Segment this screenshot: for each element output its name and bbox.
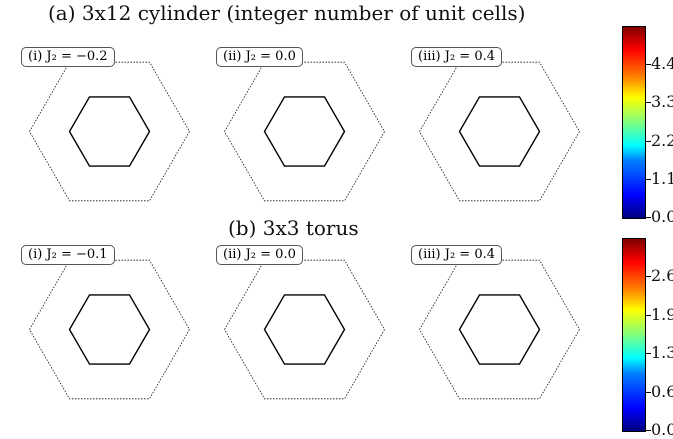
panel-label: (i) J₂ = −0.2 xyxy=(21,47,115,67)
peak-spot xyxy=(188,99,203,149)
panel-label: (iii) J₂ = 0.4 xyxy=(411,47,503,67)
outer-brillouin-zone xyxy=(419,259,580,400)
colorbar-tick-label: 1.98 xyxy=(651,304,673,324)
peak-spot xyxy=(545,280,585,316)
heatmap-canvas xyxy=(16,240,203,415)
first-brillouin-zone xyxy=(68,294,151,365)
outer-brillouin-zone xyxy=(29,61,190,202)
colorbar-tick-mark xyxy=(646,140,651,142)
peak-spot xyxy=(417,141,454,188)
heatmap-panel-b-3: (iii) J₂ = 0.4 xyxy=(406,240,593,415)
heatmap-panel-a-3: (iii) J₂ = 0.4 xyxy=(406,42,593,217)
colorbar-tick-label: 0.00 xyxy=(651,207,673,226)
colorbar-tick-label: 0.66 xyxy=(651,381,673,401)
colorbar-tick-mark xyxy=(646,391,651,393)
colorbar-tick-label: 4.48 xyxy=(651,54,673,74)
colorbar-tick-mark xyxy=(646,314,651,316)
colorbar-tick-label: 3.36 xyxy=(651,92,673,112)
peak-spot xyxy=(546,141,583,188)
outer-brillouin-zone xyxy=(224,61,385,202)
heatmap-background xyxy=(211,42,398,217)
peak-spot xyxy=(500,180,537,217)
peak-spot xyxy=(16,99,34,149)
peak-spot xyxy=(550,61,587,108)
colorbar-tick-mark xyxy=(646,353,651,355)
colorbar-tick-mark xyxy=(646,64,651,66)
first-brillouin-zone xyxy=(458,96,541,167)
panel-label: (i) J₂ = −0.1 xyxy=(21,245,115,265)
heatmap-canvas xyxy=(211,240,398,415)
heatmap-panel-a-1: (i) J₂ = −0.2 xyxy=(16,42,203,217)
heatmap-background xyxy=(16,42,203,217)
colorbar-tick-mark xyxy=(646,276,651,278)
peak-spot xyxy=(417,61,454,108)
heatmap-canvas xyxy=(406,42,593,217)
peak-spot xyxy=(16,304,46,352)
colorbar-tick-mark xyxy=(646,178,651,180)
colorbar-tick-label: 2.64 xyxy=(651,266,673,286)
heatmap-panel-b-1: (i) J₂ = −0.1 xyxy=(16,240,203,415)
peak-spot xyxy=(42,377,95,415)
peak-spot xyxy=(414,280,454,316)
peak-spot xyxy=(126,240,179,283)
panel-label: (ii) J₂ = 0.0 xyxy=(216,245,303,265)
row-title: (b) 3x3 torus xyxy=(228,216,359,240)
row-title: (a) 3x12 cylinder (integer number of uni… xyxy=(48,1,526,25)
colorbar xyxy=(622,238,646,432)
colorbar xyxy=(622,26,646,219)
peak-spot xyxy=(414,357,454,393)
heatmap-background xyxy=(211,240,398,415)
panel-label: (iii) J₂ = 0.4 xyxy=(411,245,503,265)
colorbar-tick-label: 1.32 xyxy=(651,343,673,363)
colorbar-tick-label: 1.12 xyxy=(651,168,673,188)
peak-spot xyxy=(136,42,173,86)
heatmap-canvas xyxy=(406,240,593,415)
peak-spot xyxy=(462,180,499,217)
colorbar-tick-label: 2.24 xyxy=(651,130,673,150)
outer-brillouin-zone xyxy=(419,61,580,202)
colorbar-tick-mark xyxy=(646,430,651,431)
peak-spot xyxy=(545,357,585,393)
outer-brillouin-zone xyxy=(29,259,190,400)
heatmap-background xyxy=(16,240,203,415)
first-brillouin-zone xyxy=(263,294,346,365)
first-brillouin-zone xyxy=(68,96,151,167)
peak-spot xyxy=(50,178,87,217)
first-brillouin-zone xyxy=(458,294,541,365)
first-brillouin-zone xyxy=(263,96,346,167)
heatmap-background xyxy=(406,42,593,217)
heatmap-panel-b-2: (ii) J₂ = 0.0 xyxy=(211,240,398,415)
peak-spot xyxy=(128,377,181,415)
heatmap-canvas xyxy=(211,42,398,217)
heatmap-canvas xyxy=(16,42,203,217)
heatmap-background xyxy=(406,240,593,415)
heatmap-panel-a-2: (ii) J₂ = 0.0 xyxy=(211,42,398,217)
peak-spot xyxy=(480,388,520,415)
peak-spot xyxy=(134,176,171,217)
colorbar-tick-mark xyxy=(646,102,651,104)
colorbar-tick-label: 0.00 xyxy=(651,420,673,439)
panel-label: (ii) J₂ = 0.0 xyxy=(216,47,303,67)
outer-brillouin-zone xyxy=(224,259,385,400)
colorbar-tick-mark xyxy=(646,217,651,218)
